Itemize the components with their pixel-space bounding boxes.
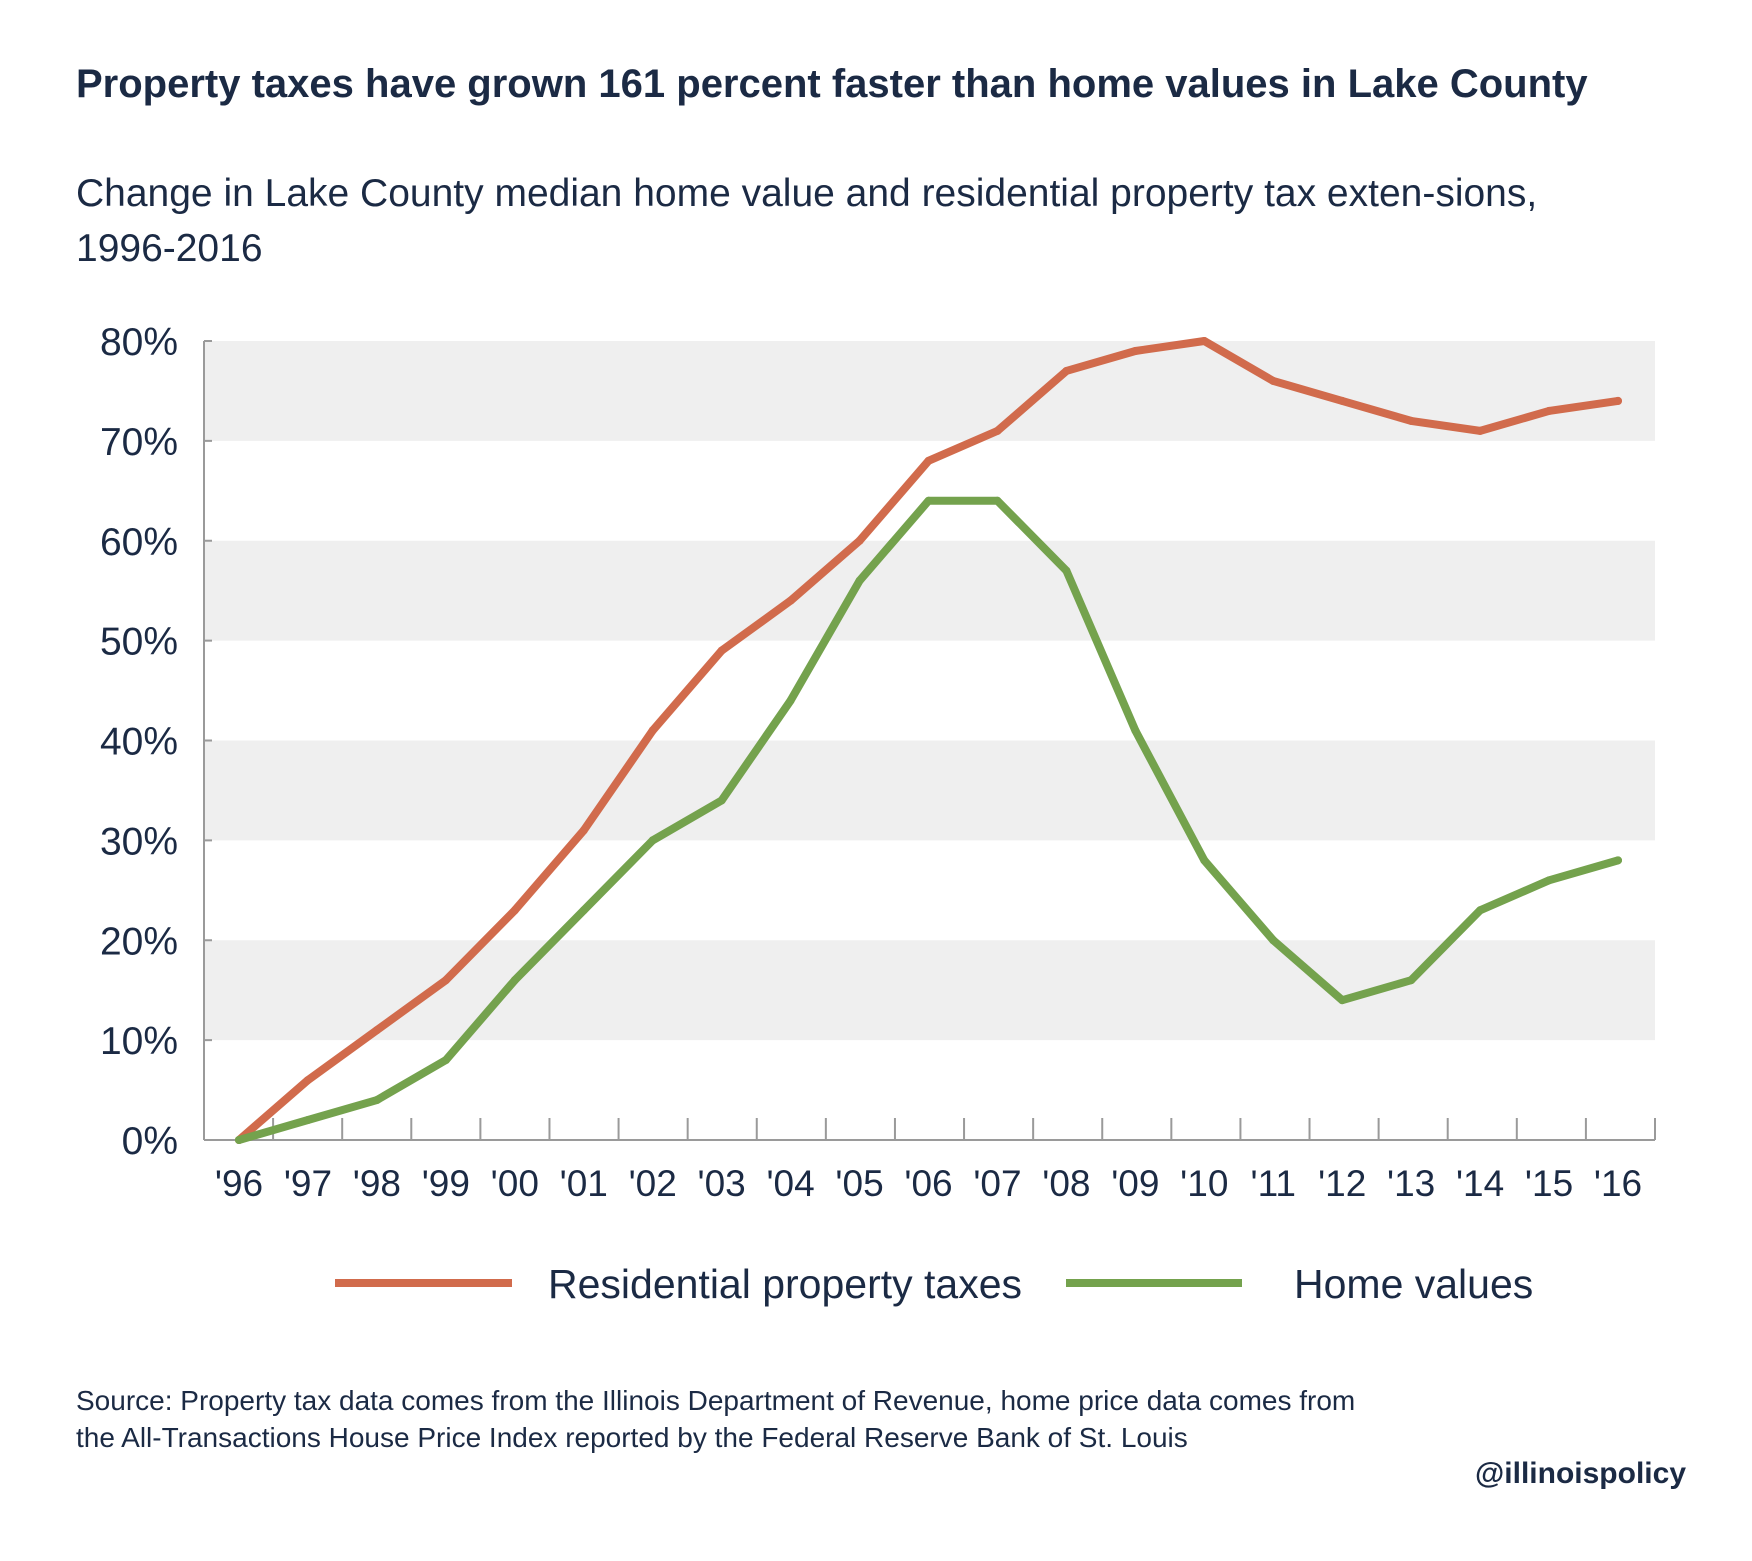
data-point xyxy=(717,796,726,805)
data-point xyxy=(372,1026,381,1035)
x-tick-labels: '96 '97 '98 '99 '00 '01 '02 '03 '04 '05 '06 '07 '08 '… xyxy=(215,1163,1642,1204)
grid-band xyxy=(204,540,1655,641)
x-tick-label: '00 xyxy=(491,1163,539,1204)
grid-band xyxy=(204,940,1655,1041)
y-tick-label: 0% xyxy=(122,1120,178,1163)
y-tick-label: 40% xyxy=(100,721,178,764)
x-tick-label: '02 xyxy=(629,1163,677,1204)
data-point xyxy=(924,496,933,505)
grid-bands xyxy=(204,341,1655,1041)
data-point xyxy=(441,976,450,985)
social-handle: @illinoispolicy xyxy=(1475,1457,1686,1490)
y-tick-labels: 0% 10% 20% 30% 40% 50% 60% 70% 80% xyxy=(100,321,178,1163)
y-tick-label: 60% xyxy=(100,521,178,564)
data-point xyxy=(1338,396,1347,405)
data-point xyxy=(372,1096,381,1105)
data-point xyxy=(1338,996,1347,1005)
y-tick-label: 50% xyxy=(100,621,178,664)
chart-subtitle: Change in Lake County median home value … xyxy=(76,172,1538,270)
data-point xyxy=(648,726,657,735)
data-point xyxy=(1269,936,1278,945)
data-point xyxy=(235,1136,243,1144)
data-point xyxy=(579,906,588,915)
x-tick-label: '13 xyxy=(1387,1163,1435,1204)
data-point xyxy=(1614,856,1622,865)
data-point xyxy=(717,646,726,655)
data-point xyxy=(1476,426,1485,435)
data-point xyxy=(303,1116,312,1125)
data-point xyxy=(441,1056,450,1065)
data-point xyxy=(1200,337,1209,345)
data-point xyxy=(1269,376,1278,385)
x-tick-label: '99 xyxy=(422,1163,470,1204)
grid-band xyxy=(204,740,1655,841)
data-point xyxy=(1131,726,1140,735)
data-point xyxy=(924,456,933,465)
data-point xyxy=(1407,416,1416,425)
x-tick-label: '96 xyxy=(215,1163,263,1204)
legend-label-0: Residential property taxes xyxy=(548,1261,1022,1307)
legend-label-1: Home values xyxy=(1294,1261,1533,1307)
data-point xyxy=(786,596,795,605)
data-point xyxy=(855,576,864,585)
x-tick-label: '16 xyxy=(1594,1163,1642,1204)
x-tick-label: '09 xyxy=(1111,1163,1159,1204)
data-point xyxy=(510,976,519,985)
x-tick-label: '03 xyxy=(698,1163,746,1204)
source-note: Source: Property tax data comes from the… xyxy=(76,1385,1356,1453)
y-tick-label: 20% xyxy=(100,920,178,963)
y-tick-label: 30% xyxy=(100,820,178,863)
x-tick-label: '04 xyxy=(766,1163,814,1204)
data-point xyxy=(1476,906,1485,915)
series-lines xyxy=(235,337,1622,1144)
data-point xyxy=(993,426,1002,435)
x-tick-label: '12 xyxy=(1318,1163,1366,1204)
x-tick-label: '08 xyxy=(1042,1163,1090,1204)
x-tick-label: '10 xyxy=(1180,1163,1228,1204)
y-tick-label: 70% xyxy=(100,421,178,464)
data-point xyxy=(579,826,588,835)
y-tick-label: 10% xyxy=(100,1020,178,1063)
x-tick-label: '98 xyxy=(353,1163,401,1204)
data-point xyxy=(855,536,864,545)
axes xyxy=(203,340,1656,1141)
data-point xyxy=(648,836,657,845)
data-point xyxy=(1545,406,1554,415)
data-point xyxy=(1131,346,1140,355)
data-point xyxy=(510,906,519,915)
x-tick-label: '05 xyxy=(835,1163,883,1204)
legend: Residential property taxes Home values xyxy=(335,1261,1533,1307)
data-point xyxy=(1062,366,1071,375)
x-tick-label: '97 xyxy=(284,1163,332,1204)
x-tick-label: '11 xyxy=(1251,1163,1296,1204)
x-tick-label: '14 xyxy=(1456,1163,1504,1204)
data-point xyxy=(303,1076,312,1085)
data-point xyxy=(1407,976,1416,985)
x-tick-label: '06 xyxy=(904,1163,952,1204)
chart-title: Property taxes have grown 161 percent fa… xyxy=(76,62,1588,106)
data-point xyxy=(1614,396,1622,405)
data-point xyxy=(1200,856,1209,865)
data-point xyxy=(993,496,1002,505)
x-tick-label: '07 xyxy=(973,1163,1021,1204)
x-tick-label: '15 xyxy=(1525,1163,1573,1204)
data-point xyxy=(786,696,795,705)
data-point xyxy=(1545,876,1554,885)
data-point xyxy=(1062,566,1071,575)
x-tick-label: '01 xyxy=(560,1163,608,1204)
y-tick-label: 80% xyxy=(100,321,178,364)
